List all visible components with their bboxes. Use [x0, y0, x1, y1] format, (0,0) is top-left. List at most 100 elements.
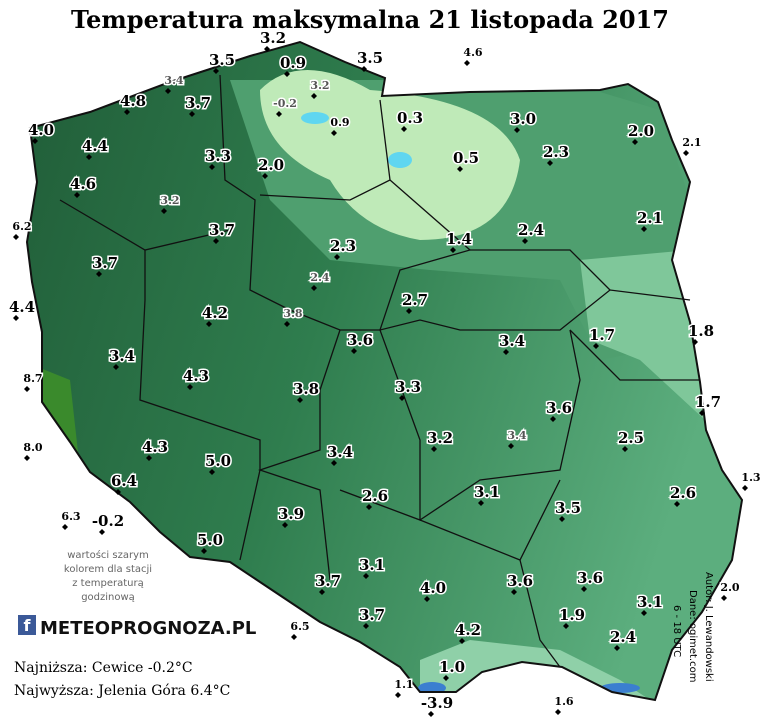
station-dot: [262, 173, 268, 179]
station-label: 3.2: [160, 194, 179, 207]
station-label: 2.6: [362, 487, 388, 505]
station-label: 3.1: [359, 556, 385, 574]
station-dot: [563, 623, 569, 629]
station-dot: [395, 692, 401, 698]
credit: 6 - 18 UTC: [671, 605, 682, 657]
station-dot: [424, 596, 430, 602]
station-dot: [334, 254, 340, 260]
station-dot: [24, 386, 30, 392]
fb-letter: f: [24, 616, 32, 635]
station-label: 8.7: [23, 372, 42, 385]
station-label: 3.5: [357, 49, 383, 67]
station-label: 0.9: [280, 54, 306, 72]
regions: [59, 74, 700, 668]
station-dot: [284, 321, 290, 327]
station-dot: [276, 111, 282, 117]
station-dot: [13, 234, 19, 240]
station-label: 3.7: [185, 94, 211, 112]
note-line: kolorem dla stacji: [64, 564, 152, 575]
station-dot: [187, 384, 193, 390]
station-label: 3.2: [427, 429, 453, 447]
station-label: 4.0: [28, 121, 54, 139]
station-label: 2.1: [637, 209, 663, 227]
station-dot: [555, 709, 561, 715]
station-label: 3.6: [347, 331, 373, 349]
station-label: 3.4: [109, 347, 135, 365]
station-label: 6.3: [61, 510, 80, 523]
note-line: wartości szarym: [67, 549, 148, 561]
station-label: 3.1: [637, 593, 663, 611]
station-dot: [581, 586, 587, 592]
station-dot: [547, 160, 553, 166]
station-dot: [366, 504, 372, 510]
station-dot: [699, 410, 705, 416]
station-label: 3.7: [209, 221, 235, 239]
station-dot: [550, 416, 556, 422]
station-label: 0.5: [453, 149, 479, 167]
station-dot: [62, 524, 68, 530]
station-dot: [96, 271, 102, 277]
station-dot: [399, 395, 405, 401]
note-line: godzinową: [81, 592, 135, 603]
station-label: 2.1: [682, 136, 701, 149]
station-label: 3.6: [507, 572, 533, 590]
highest: Najwyższa: Jelenia Góra 6.4°C: [14, 683, 230, 699]
station-dot: [297, 397, 303, 403]
station-dot: [351, 348, 357, 354]
station-label: 4.8: [120, 92, 146, 110]
station-dot: [13, 315, 19, 321]
station-label: 1.1: [394, 678, 413, 691]
station-dot: [431, 446, 437, 452]
station-label: 4.6: [463, 46, 482, 59]
station-label: 3.9: [278, 505, 304, 523]
station-dot: [189, 111, 195, 117]
station-label: -0.2: [92, 512, 124, 530]
station-dot: [450, 247, 456, 253]
credit: Autor: J. Lewandowski: [703, 572, 714, 682]
station-dot: [209, 469, 215, 475]
station-dot: [514, 127, 520, 133]
station-dot: [721, 595, 727, 601]
station-dot: [165, 88, 171, 94]
station-label: 2.3: [330, 237, 356, 255]
station-dot: [457, 166, 463, 172]
station-label: 1.0: [439, 658, 465, 676]
station-dot: [213, 238, 219, 244]
note: wartości szarym kolorem dla stacji z tem…: [64, 549, 152, 603]
station-label: 3.2: [260, 29, 286, 47]
station-label: 6.2: [12, 220, 31, 233]
station-label: 6.5: [290, 620, 309, 633]
station-label: 2.3: [543, 143, 569, 161]
station-dot: [632, 139, 638, 145]
station-dot: [641, 226, 647, 232]
station-label: 4.4: [82, 137, 108, 155]
lowest: Najniższa: Cewice -0.2°C: [14, 660, 193, 676]
station-dot: [146, 455, 152, 461]
station-label: 3.6: [577, 569, 603, 587]
station-label: 3.4: [327, 443, 353, 461]
station-label: 2.4: [310, 271, 329, 284]
station-label: 8.0: [23, 441, 42, 454]
station-label: -0.2: [273, 97, 297, 110]
station-dot: [674, 501, 680, 507]
station-dot: [511, 589, 517, 595]
station-label: 3.3: [395, 378, 421, 396]
station-label: 3.2: [310, 79, 329, 92]
station-dot: [692, 339, 698, 345]
station-dot: [622, 446, 628, 452]
station-label: 4.2: [455, 621, 481, 639]
station-label: 4.3: [142, 438, 168, 456]
station-dot: [641, 610, 647, 616]
station-label: 3.1: [474, 483, 500, 501]
fb-icon: [18, 615, 36, 635]
station-dot: [503, 349, 509, 355]
station-dot: [311, 93, 317, 99]
station-label: 4.0: [420, 579, 446, 597]
station-dot: [124, 109, 130, 115]
station-dot: [99, 529, 105, 535]
station-dot: [559, 516, 565, 522]
station-dot: [284, 71, 290, 77]
station-dot: [428, 711, 434, 717]
title: Temperatura maksymalna 21 listopada 2017: [71, 5, 669, 34]
station-dot: [206, 321, 212, 327]
